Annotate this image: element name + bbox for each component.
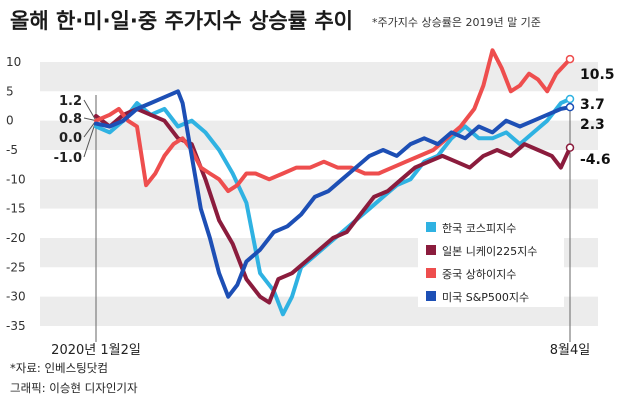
end-value-label: 10.5 bbox=[580, 67, 615, 83]
start-value-label: 0.8 bbox=[59, 112, 82, 127]
y-tick-label: -10 bbox=[6, 172, 26, 186]
series-line bbox=[94, 106, 572, 305]
x-tick-label: 8월4일 bbox=[550, 343, 590, 358]
start-value-label: 0.0 bbox=[59, 131, 82, 146]
legend-swatch bbox=[426, 245, 436, 255]
y-tick-label: 10 bbox=[6, 55, 21, 69]
series-line bbox=[94, 48, 572, 194]
legend-label: 일본 니케이225지수 bbox=[442, 244, 537, 258]
y-axis-ticks: 10 5 0 -5 -10 -15 -20 -25 -30 -35 bbox=[6, 55, 26, 333]
end-value-label: 2.3 bbox=[580, 117, 605, 133]
legend-swatch bbox=[426, 222, 436, 232]
series-end-point bbox=[565, 94, 575, 104]
y-tick-label: -30 bbox=[6, 290, 26, 304]
series-end-point bbox=[565, 143, 575, 152]
y-tick-label: -35 bbox=[6, 319, 26, 333]
y-tick-label: -15 bbox=[6, 202, 26, 216]
start-leader-line bbox=[83, 117, 97, 122]
legend-background bbox=[418, 213, 564, 307]
legend-swatch bbox=[426, 268, 436, 278]
y-tick-label: 5 bbox=[6, 84, 14, 98]
y-tick-label: -25 bbox=[6, 260, 26, 274]
source-note: *자료: 인베스팅닷컴 bbox=[10, 361, 108, 375]
credit-note: 그래픽: 이승현 디자인기자 bbox=[10, 381, 138, 395]
series-end-point bbox=[565, 102, 575, 112]
start-leader-line bbox=[83, 99, 97, 121]
legend-label: 중국 상하이지수 bbox=[442, 267, 516, 281]
series-end-point bbox=[565, 54, 575, 64]
y-tick-label: 0 bbox=[6, 114, 14, 128]
start-value-label: 1.2 bbox=[59, 94, 82, 109]
end-value-label: -4.6 bbox=[580, 152, 611, 168]
y-tick-label: -5 bbox=[6, 143, 18, 157]
start-value-labels: 1.2 0.8 0.0 -1.0 bbox=[54, 94, 97, 166]
x-tick-label: 2020년 1월2일 bbox=[51, 343, 141, 358]
series-line bbox=[94, 89, 572, 299]
y-tick-label: -20 bbox=[6, 231, 26, 245]
legend-label: 미국 S&P500지수 bbox=[442, 291, 529, 304]
chart-title: 올해 한·미·일·중 주가지수 상승률 추이 bbox=[10, 9, 353, 33]
end-value-labels: 3.7 -4.6 10.5 2.3 bbox=[580, 67, 615, 168]
start-leader-line bbox=[83, 120, 97, 158]
legend-swatch bbox=[426, 291, 436, 301]
legend-label: 한국 코스피지수 bbox=[442, 222, 516, 235]
chart-note: *주가지수 상승률은 2019년 말 기준 bbox=[372, 16, 541, 29]
start-leader-line bbox=[83, 120, 97, 138]
x-axis-ticks: 2020년 1월2일 8월4일 bbox=[51, 343, 590, 358]
series-lines bbox=[94, 48, 575, 317]
end-value-label: 3.7 bbox=[580, 97, 605, 113]
start-value-label: -1.0 bbox=[54, 151, 82, 166]
